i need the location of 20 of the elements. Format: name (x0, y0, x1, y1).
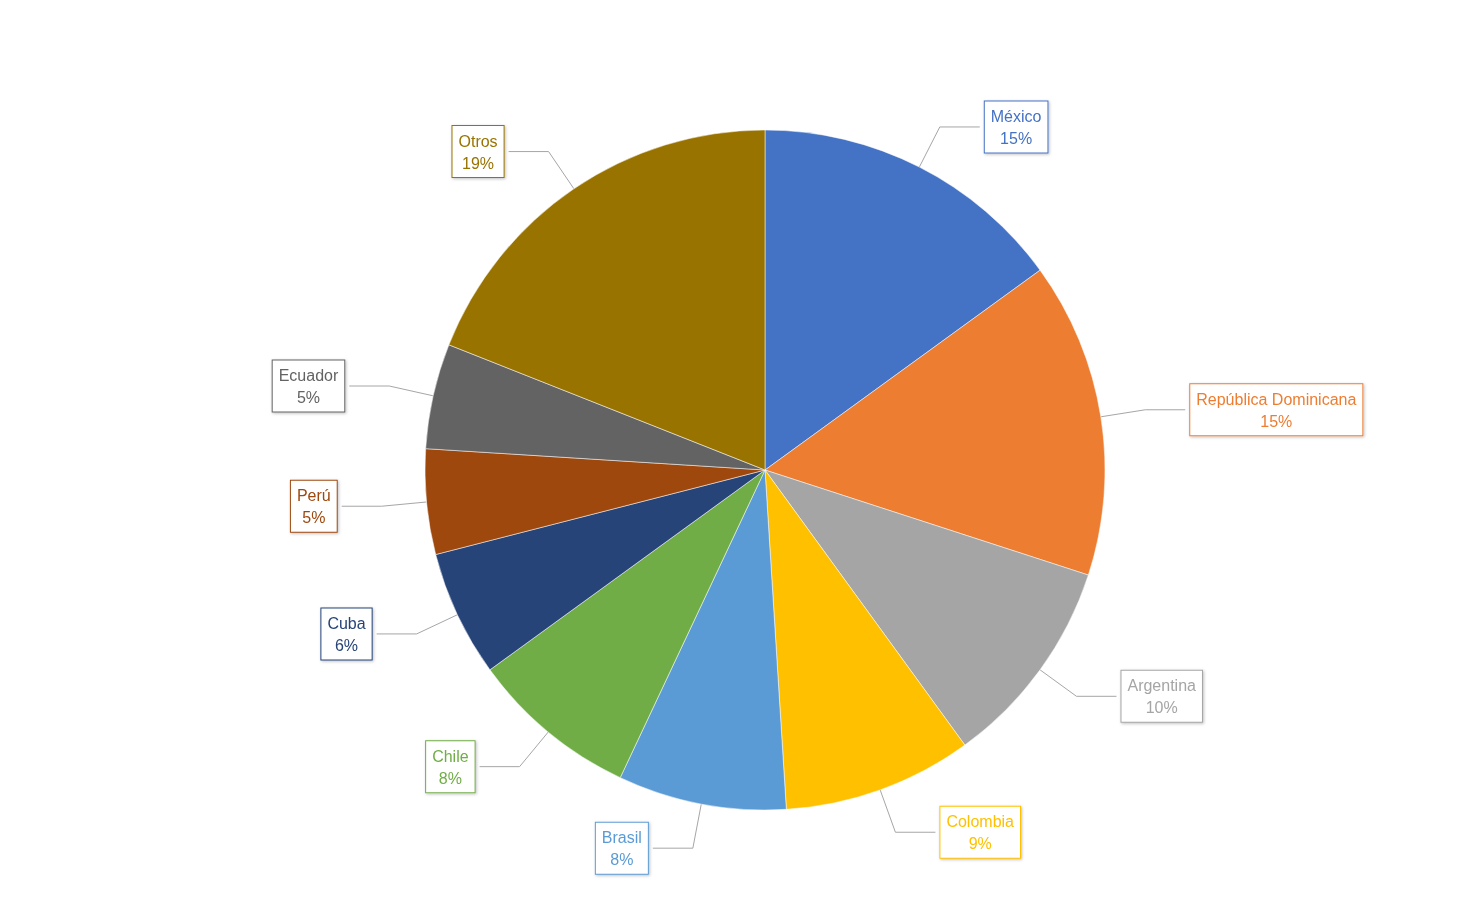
data-label: 10% (1145, 699, 1178, 717)
data-label: 5% (302, 509, 326, 527)
data-label: 8% (610, 851, 634, 869)
slice-label: Argentina (1127, 677, 1197, 695)
data-label: 9% (968, 835, 992, 853)
slice-label: República Dominicana (1196, 390, 1357, 408)
slice-label: Perú (296, 487, 331, 505)
data-label: 15% (1000, 129, 1033, 147)
slice-label: Chile (432, 747, 469, 765)
data-label: 8% (438, 769, 462, 787)
data-label: 6% (334, 636, 359, 654)
slice-label: Otros (458, 132, 498, 150)
slice-label: México (990, 107, 1042, 125)
slice-label: Cuba (327, 614, 366, 632)
slice-label: Brasil (601, 829, 642, 847)
data-label: 5% (296, 389, 321, 407)
slice-label: Ecuador (278, 367, 339, 385)
data-label: 19% (462, 154, 495, 172)
slice-label: Colombia (946, 813, 1015, 831)
data-label: 15% (1260, 412, 1293, 430)
